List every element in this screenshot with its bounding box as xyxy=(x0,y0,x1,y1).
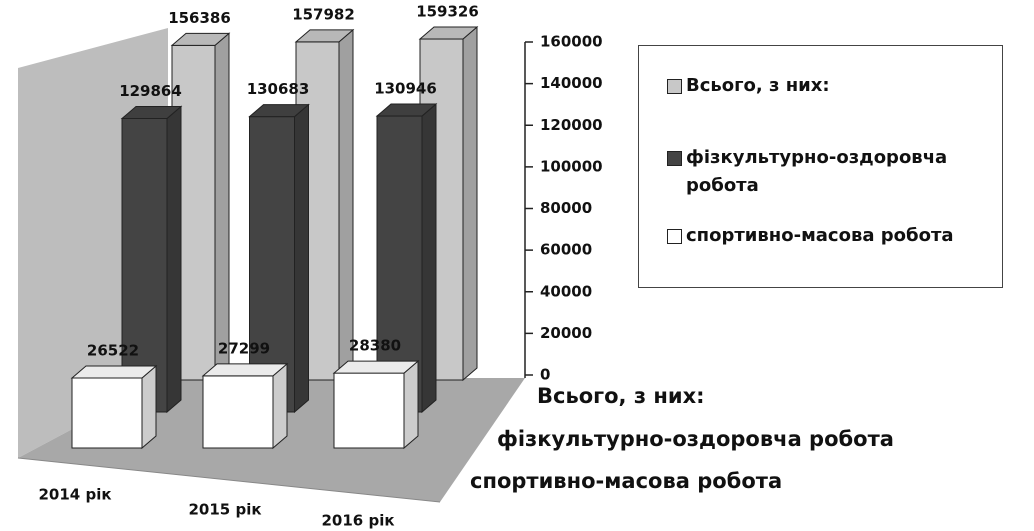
bar-top xyxy=(332,360,420,374)
bar-top xyxy=(201,363,289,377)
depth-label: фізкультурно-оздоровча робота xyxy=(497,427,894,451)
data-label: 157982 xyxy=(292,5,355,23)
bar-side xyxy=(338,28,354,382)
bar xyxy=(71,377,143,449)
bar-top xyxy=(248,104,310,118)
bar-side xyxy=(403,359,419,450)
y-tick-label: 160000 xyxy=(540,33,603,51)
x-tick-label: 2015 рік xyxy=(188,501,261,519)
data-label: 27299 xyxy=(218,339,270,357)
bar-side xyxy=(272,362,288,450)
data-label: 156386 xyxy=(168,9,231,27)
bar-side xyxy=(294,103,309,414)
x-tick-label: 2016 рік xyxy=(321,512,394,530)
data-label: 28380 xyxy=(349,337,401,355)
depth-label: спортивно-масова робота xyxy=(470,469,782,493)
bar-top xyxy=(294,29,355,43)
y-tick-label: 60000 xyxy=(540,241,592,259)
bar xyxy=(202,375,274,449)
data-label: 26522 xyxy=(87,341,139,359)
data-label: 130946 xyxy=(374,80,437,98)
floor-edge xyxy=(17,457,441,503)
y-tick-label: 120000 xyxy=(540,116,603,134)
x-tick-label: 2014 рік xyxy=(38,486,111,504)
y-tick-label: 100000 xyxy=(540,157,603,175)
legend-swatch xyxy=(667,151,682,166)
legend: Всього, з них: фізкультурно-оздоровча роб… xyxy=(638,45,1003,288)
y-tick-label: 40000 xyxy=(540,282,592,300)
legend-item: фізкультурно-оздоровча робота xyxy=(667,144,996,200)
legend-item: спортивно-масова робота xyxy=(667,222,996,250)
bar-top xyxy=(375,103,438,117)
data-label: 130683 xyxy=(247,80,310,98)
bar xyxy=(333,372,405,449)
legend-swatch xyxy=(667,229,682,244)
data-label: 159326 xyxy=(416,3,479,21)
legend-label: фізкультурно-оздоровча робота xyxy=(686,147,948,196)
bar-side xyxy=(166,105,182,414)
bar xyxy=(121,118,168,413)
y-tick-label: 80000 xyxy=(540,199,592,217)
legend-label: спортивно-масова робота xyxy=(686,225,954,246)
bar-side xyxy=(214,32,230,382)
bar-top xyxy=(70,365,158,379)
data-label: 129864 xyxy=(119,82,182,100)
bar-side xyxy=(141,364,157,450)
bar-side xyxy=(462,25,478,382)
bar-top xyxy=(120,106,183,120)
legend-label: Всього, з них: xyxy=(686,75,830,96)
bar xyxy=(249,116,295,413)
bar-top xyxy=(170,32,231,46)
legend-swatch xyxy=(667,79,682,94)
depth-label: Всього, з них: xyxy=(537,384,705,408)
y-tick-label: 140000 xyxy=(540,74,603,92)
legend-item: Всього, з них: xyxy=(667,72,996,100)
bar-side xyxy=(421,102,437,414)
y-tick-label: 20000 xyxy=(540,324,592,342)
y-tick-label: 0 xyxy=(540,366,550,384)
bar-top xyxy=(418,26,479,40)
